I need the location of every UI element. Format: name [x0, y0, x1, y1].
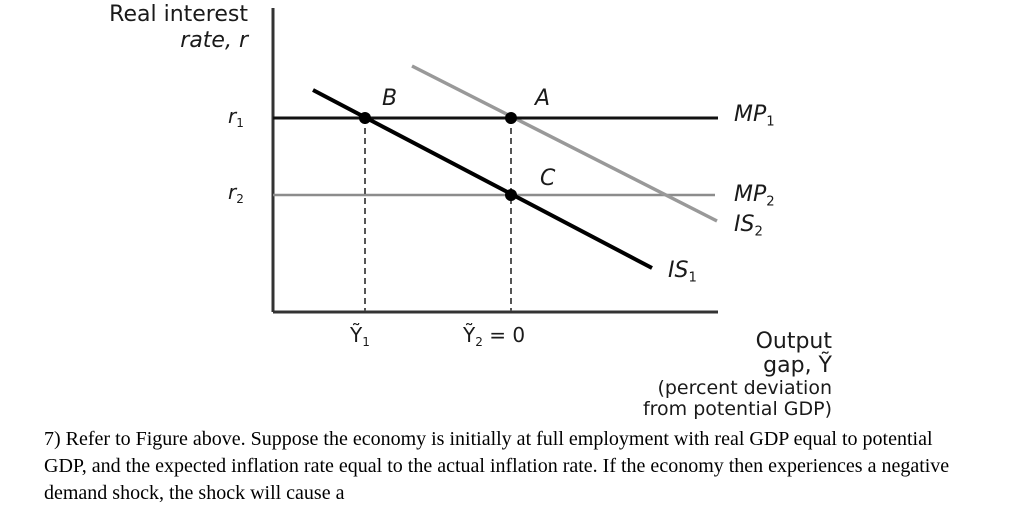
x-axis-note-line1: (percent deviation [657, 377, 832, 399]
is2-curve [411, 64, 718, 223]
y-axis-title: Real interest rate, r [40, 2, 248, 54]
x-axis-title-line1: Output [755, 329, 832, 354]
question-text: 7) Refer to Figure above. Suppose the ec… [44, 428, 950, 504]
x-axis-title-line2: gap, Ỹ [763, 353, 832, 378]
mp2-label: MP2 [734, 182, 775, 210]
point-a-marker [505, 112, 517, 124]
y2-tick-label: Ỹ2 = 0 [463, 323, 526, 350]
y-axis-title-line1: Real interest [109, 2, 248, 27]
mp1-label: MP1 [734, 102, 775, 130]
x-axis-note-line2: from potential GDP) [642, 398, 832, 420]
point-c-marker [505, 189, 517, 201]
point-a-label: A [535, 86, 551, 111]
r1-tick-label: r1 [228, 104, 244, 131]
is2-label: IS2 [734, 212, 763, 240]
y1-tick-label: Ỹ1 [350, 323, 370, 350]
point-c-label: C [540, 166, 556, 191]
y-axis-title-line2: rate, r [180, 28, 248, 53]
point-b-label: B [382, 86, 398, 111]
x-axis-title: Output gap, Ỹ (percent deviation from po… [540, 330, 832, 420]
point-b-marker [359, 112, 371, 124]
is1-label: IS1 [668, 258, 697, 286]
r2-tick-label: r2 [228, 180, 244, 207]
